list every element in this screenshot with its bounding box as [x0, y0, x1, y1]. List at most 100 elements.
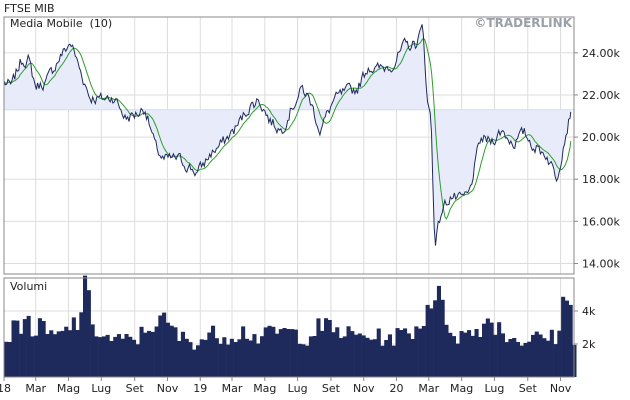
price-y-tick-label: 14.00k	[582, 257, 620, 270]
volume-bar	[470, 335, 475, 377]
x-tick-label: Nov	[550, 382, 572, 395]
volume-bar	[139, 326, 144, 377]
volume-bar	[406, 333, 411, 377]
volume-bar	[433, 300, 438, 377]
volume-bar	[278, 329, 283, 377]
volume-bar	[339, 338, 344, 377]
volume-bar	[162, 312, 167, 377]
volume-bar	[436, 285, 441, 377]
volume-bar	[68, 330, 73, 377]
volume-bar	[376, 328, 381, 377]
volume-bar	[286, 329, 291, 377]
volume-bar	[459, 331, 464, 377]
volume-bar	[267, 325, 272, 377]
volume-bar	[293, 329, 298, 377]
x-tick-label: Nov	[157, 382, 179, 395]
volume-bar	[508, 339, 513, 377]
volume-bar	[52, 334, 57, 377]
volume-bar	[120, 338, 125, 377]
volume-bar	[98, 337, 103, 377]
volume-bar	[116, 334, 121, 377]
volume-bar	[135, 344, 140, 377]
volume-panel-title: Volumi	[10, 280, 47, 293]
volume-bar	[440, 299, 445, 377]
volume-bar	[30, 336, 35, 377]
volume-bar	[248, 340, 253, 377]
volume-bar	[482, 323, 487, 377]
volume-bar	[557, 330, 562, 377]
volume-bar	[387, 334, 392, 377]
volume-bar	[252, 334, 257, 377]
volume-bar	[147, 330, 152, 377]
volume-bar	[308, 336, 313, 377]
volume-bar	[90, 324, 95, 377]
volume-bar	[75, 330, 80, 377]
volume-bar	[523, 342, 528, 377]
volume-bar	[538, 334, 543, 377]
volume-bar	[564, 300, 569, 377]
volume-bar	[64, 326, 69, 377]
x-tick-label: Mag	[57, 382, 80, 395]
volume-bar	[553, 344, 558, 377]
volume-bar	[463, 332, 468, 377]
volume-bar	[229, 338, 234, 377]
volume-bar	[158, 315, 163, 377]
volume-bar	[233, 342, 238, 377]
price-gridlines	[4, 52, 574, 264]
volume-bar	[86, 290, 91, 377]
volume-bar	[504, 342, 509, 377]
volume-bar	[485, 318, 490, 377]
volume-bar	[275, 333, 280, 377]
volume-bar	[561, 296, 566, 377]
volume-y-tick-label: 4k	[582, 305, 596, 318]
volume-bar	[444, 324, 449, 377]
volume-bar	[165, 322, 170, 377]
volume-y-tick-label: 2k	[582, 338, 596, 351]
volume-bar	[192, 349, 197, 377]
x-tick-label: Set	[126, 382, 145, 395]
volume-bar	[244, 338, 249, 377]
chart-title: FTSE MIB	[4, 2, 55, 15]
volume-bar	[56, 331, 61, 377]
volume-bar	[414, 326, 419, 377]
volume-bar	[132, 339, 137, 377]
x-tick-label: Mar	[222, 382, 243, 395]
volume-panel: 4k 2k	[3, 275, 596, 378]
volume-bar	[290, 329, 295, 377]
x-tick-label: Nov	[353, 382, 375, 395]
volume-bar	[346, 326, 351, 377]
volume-bar	[237, 339, 242, 377]
watermark: ©TRADERLINK	[474, 16, 572, 30]
x-tick-label: Set	[322, 382, 341, 395]
volume-bar	[324, 318, 329, 377]
price-y-tick-label: 22.00k	[582, 89, 620, 102]
volume-bar	[45, 334, 50, 377]
volume-bar	[568, 304, 573, 377]
volume-bar	[474, 329, 479, 377]
volume-bar	[37, 318, 42, 377]
volume-bar	[180, 331, 185, 377]
x-tick-label: 19	[193, 382, 207, 395]
volume-bar	[4, 341, 9, 377]
volume-bar	[256, 343, 261, 377]
volume-bar	[49, 330, 54, 377]
price-y-tick-label: 20.00k	[582, 131, 620, 144]
volume-bar	[150, 331, 155, 377]
volume-bar	[41, 321, 46, 377]
price-y-tick-label: 16.00k	[582, 215, 620, 228]
volume-bar	[113, 336, 118, 377]
volume-bar	[380, 345, 385, 377]
volume-bar	[418, 328, 423, 377]
volume-bars	[4, 275, 577, 377]
volume-bar	[79, 312, 84, 377]
price-panel: 24.00k 22.00k 20.00k 18.00k 16.00k 14.00k	[3, 16, 620, 275]
volume-bar	[493, 334, 498, 377]
x-tick-label: Mag	[450, 382, 473, 395]
volume-bar	[169, 325, 174, 377]
volume-bar	[384, 340, 389, 377]
volume-bar	[455, 343, 460, 377]
volume-bar	[71, 317, 76, 377]
volume-bar	[527, 341, 532, 377]
volume-bar	[312, 336, 317, 377]
